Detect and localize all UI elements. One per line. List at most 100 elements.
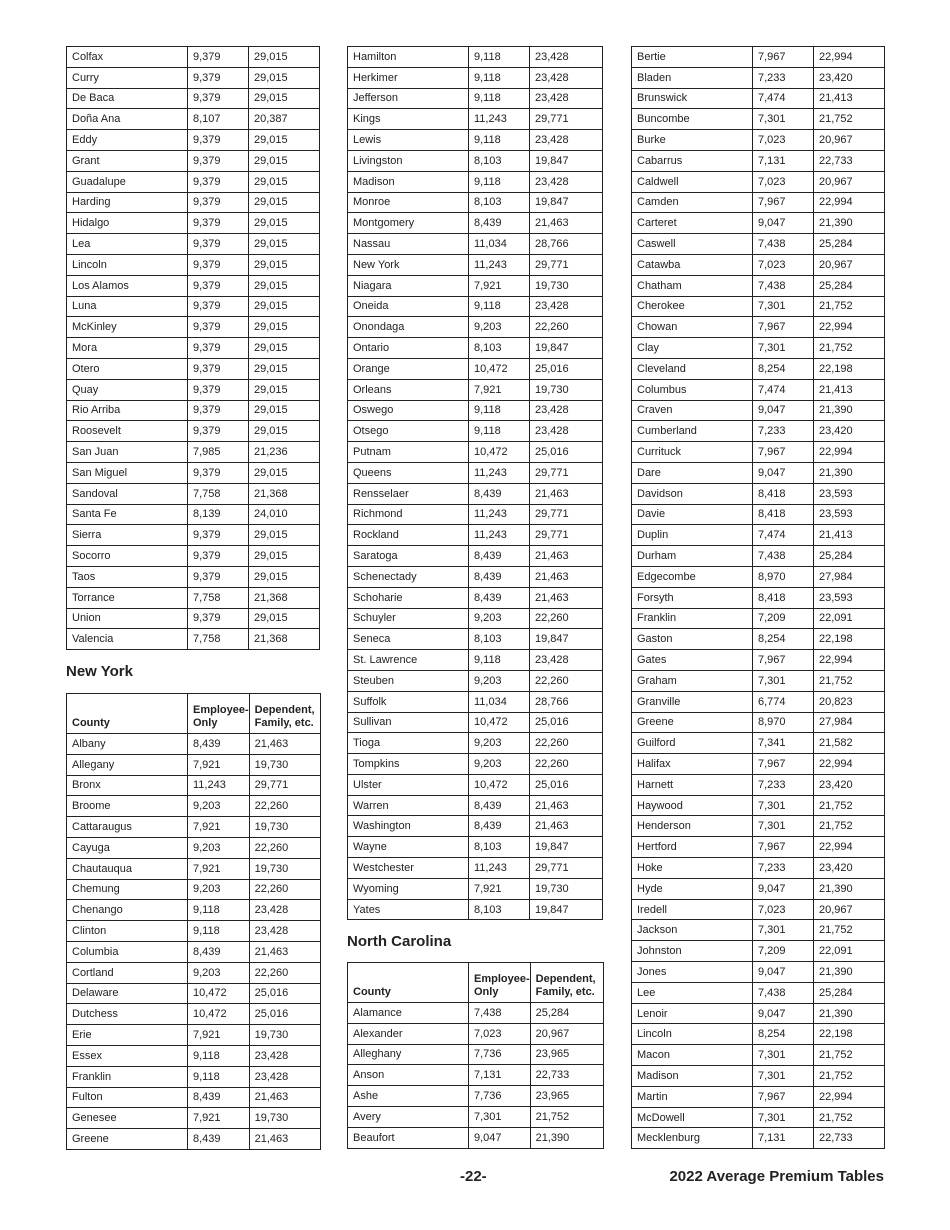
employee-only-cell: 9,118 [468, 295, 530, 318]
employee-only-cell: 8,254 [752, 357, 814, 380]
county-cell: Hamilton [347, 46, 469, 68]
dependent-cell: 21,752 [813, 815, 885, 838]
county-cell: Alamance [347, 1002, 469, 1024]
employee-only-cell: 7,301 [752, 815, 814, 838]
employee-only-cell: 11,243 [468, 461, 530, 484]
dependent-cell: 27,984 [813, 711, 885, 734]
employee-only-cell: 7,921 [187, 1024, 250, 1046]
dependent-cell: 21,752 [813, 1065, 885, 1087]
employee-only-cell: 9,118 [187, 899, 250, 922]
employee-only-cell: 7,967 [752, 46, 814, 68]
county-cell: Livingston [347, 149, 469, 172]
table-row: Luna 9,379 29,015 [66, 295, 320, 318]
county-cell: Chautauqua [66, 857, 188, 880]
table-row: Orleans 7,921 19,730 [347, 378, 603, 401]
table-row: Kings 11,243 29,771 [347, 108, 603, 131]
employee-only-cell: 10,472 [468, 773, 530, 796]
dependent-cell: 25,284 [813, 545, 885, 567]
employee-only-cell: 7,301 [752, 1065, 814, 1087]
employee-only-cell: 9,203 [187, 795, 250, 818]
table-row: Hyde 9,047 21,390 [631, 877, 885, 900]
employee-only-cell: 7,758 [187, 628, 249, 651]
dependent-cell: 23,428 [529, 129, 603, 151]
employee-only-cell: 7,209 [752, 607, 814, 630]
employee-only-cell: 8,107 [187, 108, 249, 131]
county-cell: Cayuga [66, 836, 188, 859]
county-cell: Sierra [66, 524, 188, 547]
county-cell: Lea [66, 233, 188, 255]
employee-only-cell: 7,233 [752, 773, 814, 796]
county-cell: New York [347, 253, 469, 276]
county-cell: Onondaga [347, 316, 469, 339]
dependent-cell: 23,420 [813, 420, 885, 443]
employee-only-cell: 11,243 [187, 774, 250, 797]
header-line: Only [474, 986, 499, 998]
county-cell: Gaston [631, 628, 753, 651]
county-cell: Cabarrus [631, 149, 753, 172]
dependent-cell: 23,965 [529, 1043, 604, 1066]
employee-only-cell: 9,203 [187, 961, 250, 984]
dependent-cell: 22,733 [813, 1127, 885, 1150]
dependent-cell: 22,260 [248, 795, 321, 818]
header-dependent-family: Dependent, Family, etc. [529, 962, 604, 1003]
table-row: Tompkins 9,203 22,260 [347, 753, 603, 775]
county-cell: Tompkins [347, 753, 469, 775]
employee-only-cell: 9,379 [187, 545, 249, 567]
county-cell: Albany [66, 733, 188, 755]
dependent-cell: 19,730 [248, 1024, 321, 1046]
table-row: Allegany 7,921 19,730 [66, 753, 321, 776]
employee-only-cell: 8,103 [468, 898, 530, 921]
dependent-cell: 19,730 [248, 816, 321, 838]
table-row: Seneca 8,103 19,847 [347, 628, 603, 651]
employee-only-cell: 7,967 [752, 191, 814, 214]
county-cell: Greene [631, 711, 753, 734]
table-row: Martin 7,967 22,994 [631, 1085, 885, 1108]
table-row: Granville 6,774 20,823 [631, 690, 885, 713]
dependent-cell: 23,428 [529, 170, 603, 193]
dependent-cell: 20,967 [813, 129, 885, 151]
dependent-cell: 23,428 [248, 899, 321, 922]
county-cell: Alleghany [347, 1043, 469, 1066]
table-row: Davidson 8,418 23,593 [631, 482, 885, 505]
dependent-cell: 29,771 [529, 503, 603, 526]
dependent-cell: 21,463 [248, 940, 321, 963]
table-row: Warren 8,439 21,463 [347, 794, 603, 817]
dependent-cell: 29,015 [248, 316, 320, 339]
employee-only-cell: 8,418 [752, 586, 814, 609]
employee-only-cell: 9,379 [187, 170, 249, 193]
table-row: Wyoming 7,921 19,730 [347, 877, 603, 900]
table-row: Albany 8,439 21,463 [66, 733, 321, 755]
dependent-cell: 23,593 [813, 503, 885, 526]
table-row: Lea 9,379 29,015 [66, 233, 320, 255]
dependent-cell: 20,967 [529, 1022, 604, 1045]
county-cell: Catawba [631, 253, 753, 276]
table-row: Westchester 11,243 29,771 [347, 857, 603, 879]
dependent-cell: 21,463 [529, 815, 603, 838]
table-row: Dare 9,047 21,390 [631, 461, 885, 484]
dependent-cell: 29,015 [248, 66, 320, 89]
table-row: Bertie 7,967 22,994 [631, 46, 885, 68]
dependent-cell: 25,284 [813, 274, 885, 297]
employee-only-cell: 7,301 [752, 669, 814, 692]
dependent-cell: 21,752 [813, 337, 885, 359]
county-cell: Columbus [631, 378, 753, 401]
employee-only-cell: 9,379 [187, 399, 249, 422]
header-line: Family, etc. [535, 986, 595, 998]
county-cell: Dare [631, 461, 753, 484]
employee-only-cell: 8,439 [187, 1128, 250, 1150]
dependent-cell: 22,260 [529, 732, 603, 755]
dependent-cell: 21,463 [529, 586, 603, 609]
table-row: Forsyth 8,418 23,593 [631, 586, 885, 609]
dependent-cell: 22,198 [813, 357, 885, 380]
employee-only-cell: 7,474 [752, 524, 814, 547]
dependent-cell: 29,015 [248, 149, 320, 172]
table-row: Monroe 8,103 19,847 [347, 191, 603, 214]
county-cell: Wyoming [347, 877, 469, 900]
employee-only-cell: 9,203 [187, 878, 250, 901]
dependent-cell: 29,771 [529, 524, 603, 547]
employee-only-cell: 8,103 [468, 149, 530, 172]
table-row: Cabarrus 7,131 22,733 [631, 149, 885, 172]
dependent-cell: 25,016 [529, 441, 603, 463]
employee-only-cell: 7,921 [187, 816, 250, 838]
county-cell: Graham [631, 669, 753, 692]
